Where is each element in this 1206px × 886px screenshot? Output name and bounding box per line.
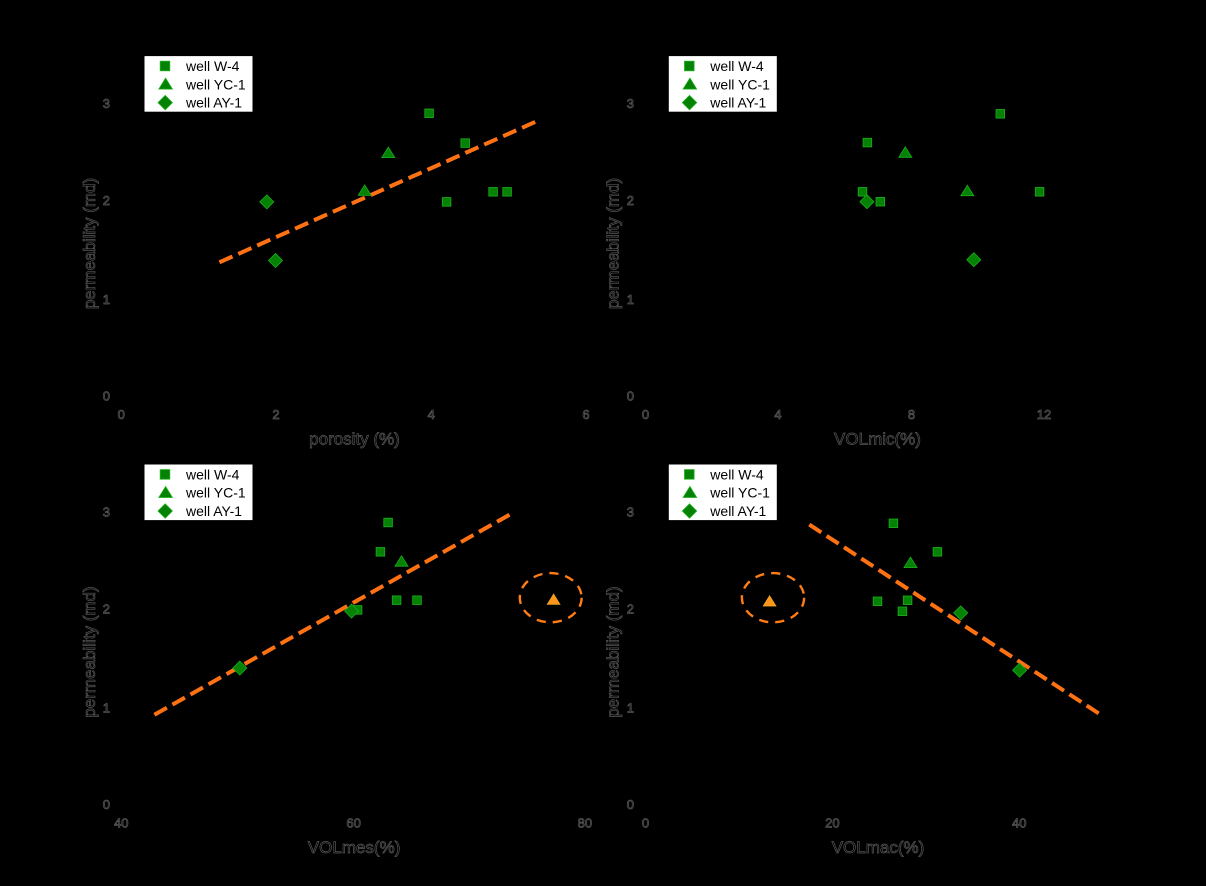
- svg-text:0: 0: [103, 389, 110, 404]
- svg-text:20: 20: [825, 815, 839, 830]
- svg-text:3: 3: [103, 96, 110, 111]
- svg-text:40: 40: [114, 815, 128, 830]
- svg-text:0: 0: [118, 407, 125, 422]
- svg-text:8: 8: [908, 407, 915, 422]
- svg-text:3: 3: [627, 96, 634, 111]
- svg-text:2: 2: [627, 193, 634, 208]
- svg-text:60: 60: [346, 815, 360, 830]
- svg-text:1: 1: [103, 701, 110, 716]
- svg-text:permeability (md): permeability (md): [80, 586, 99, 717]
- svg-text:VOLmic(%): VOLmic(%): [834, 430, 921, 449]
- svg-text:3: 3: [103, 504, 110, 519]
- svg-text:2: 2: [272, 407, 279, 422]
- svg-text:0: 0: [642, 815, 649, 830]
- svg-text:permeability (md): permeability (md): [604, 178, 623, 309]
- svg-text:2: 2: [103, 193, 110, 208]
- svg-text:1: 1: [627, 701, 634, 716]
- svg-text:80: 80: [578, 815, 592, 830]
- svg-text:0: 0: [103, 797, 110, 812]
- svg-text:VOLmes(%): VOLmes(%): [308, 838, 401, 857]
- svg-text:1: 1: [627, 292, 634, 307]
- svg-text:6: 6: [582, 407, 589, 422]
- svg-text:VOLmac(%): VOLmac(%): [832, 838, 925, 857]
- svg-text:3: 3: [627, 504, 634, 519]
- svg-text:0: 0: [642, 407, 649, 422]
- svg-text:4: 4: [428, 407, 435, 422]
- svg-text:permeability (md): permeability (md): [604, 586, 623, 717]
- svg-text:0: 0: [627, 797, 634, 812]
- svg-text:40: 40: [1012, 815, 1026, 830]
- svg-text:1: 1: [103, 292, 110, 307]
- svg-text:porosity (%): porosity (%): [309, 430, 400, 449]
- svg-text:2: 2: [627, 602, 634, 617]
- svg-text:permeability (md): permeability (md): [80, 178, 99, 309]
- svg-text:12: 12: [1037, 407, 1051, 422]
- svg-text:0: 0: [627, 389, 634, 404]
- svg-text:4: 4: [774, 407, 781, 422]
- svg-text:2: 2: [103, 602, 110, 617]
